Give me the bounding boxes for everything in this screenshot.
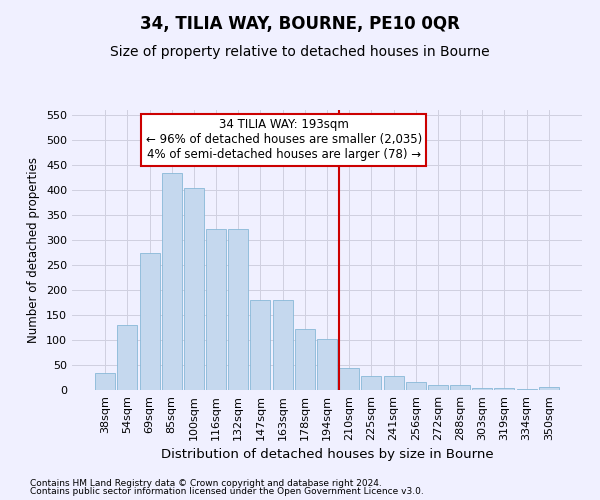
Bar [118,325,137,390]
Bar [472,388,492,390]
Bar [162,172,182,390]
Text: 34 TILIA WAY: 193sqm
← 96% of detached houses are smaller (2,035)
4% of semi-det: 34 TILIA WAY: 193sqm ← 96% of detached h… [146,118,422,162]
Bar [494,388,514,390]
Text: Contains public sector information licensed under the Open Government Licence v3: Contains public sector information licen… [30,487,424,496]
X-axis label: Distribution of detached houses by size in Bourne: Distribution of detached houses by size … [161,448,493,462]
Text: Size of property relative to detached houses in Bourne: Size of property relative to detached ho… [110,45,490,59]
Bar [206,229,226,390]
Y-axis label: Number of detached properties: Number of detached properties [28,157,40,343]
Bar [140,252,160,390]
Bar [250,300,271,390]
Bar [361,376,382,390]
Bar [272,300,293,390]
Bar [450,385,470,390]
Text: 34, TILIA WAY, BOURNE, PE10 0QR: 34, TILIA WAY, BOURNE, PE10 0QR [140,15,460,33]
Bar [228,229,248,390]
Bar [406,382,426,390]
Bar [295,329,315,390]
Bar [383,376,404,390]
Bar [517,389,536,390]
Bar [95,372,115,390]
Bar [539,387,559,390]
Bar [184,188,204,390]
Bar [317,338,337,390]
Text: Contains HM Land Registry data © Crown copyright and database right 2024.: Contains HM Land Registry data © Crown c… [30,478,382,488]
Bar [339,368,359,390]
Bar [428,385,448,390]
